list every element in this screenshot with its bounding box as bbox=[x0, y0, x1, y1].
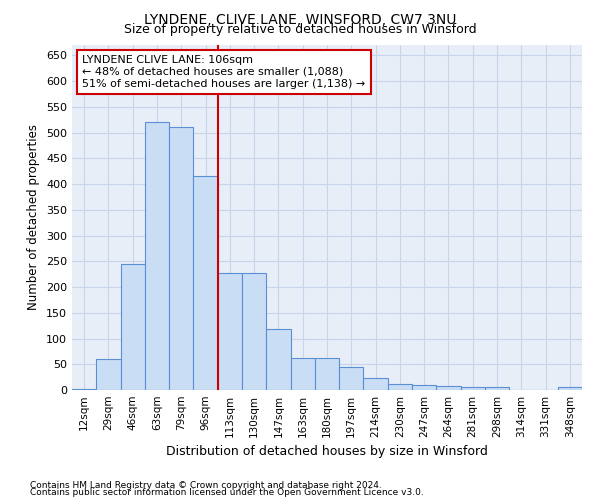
Bar bbox=[412, 385, 436, 390]
Y-axis label: Number of detached properties: Number of detached properties bbox=[28, 124, 40, 310]
Bar bbox=[290, 358, 315, 390]
Bar bbox=[96, 359, 121, 390]
Bar bbox=[364, 378, 388, 390]
Bar bbox=[461, 388, 485, 390]
Text: Size of property relative to detached houses in Winsford: Size of property relative to detached ho… bbox=[124, 22, 476, 36]
Text: Contains public sector information licensed under the Open Government Licence v3: Contains public sector information licen… bbox=[30, 488, 424, 497]
Bar bbox=[266, 329, 290, 390]
Bar bbox=[339, 367, 364, 390]
Bar bbox=[169, 128, 193, 390]
Bar bbox=[485, 388, 509, 390]
Text: LYNDENE, CLIVE LANE, WINSFORD, CW7 3NU: LYNDENE, CLIVE LANE, WINSFORD, CW7 3NU bbox=[144, 12, 456, 26]
Bar bbox=[558, 388, 582, 390]
Text: LYNDENE CLIVE LANE: 106sqm
← 48% of detached houses are smaller (1,088)
51% of s: LYNDENE CLIVE LANE: 106sqm ← 48% of deta… bbox=[82, 56, 365, 88]
Bar bbox=[315, 358, 339, 390]
Bar bbox=[388, 384, 412, 390]
Bar bbox=[121, 264, 145, 390]
Bar bbox=[218, 272, 242, 390]
X-axis label: Distribution of detached houses by size in Winsford: Distribution of detached houses by size … bbox=[166, 446, 488, 458]
Bar bbox=[242, 272, 266, 390]
Bar bbox=[72, 389, 96, 390]
Bar bbox=[436, 386, 461, 390]
Text: Contains HM Land Registry data © Crown copyright and database right 2024.: Contains HM Land Registry data © Crown c… bbox=[30, 480, 382, 490]
Bar bbox=[145, 122, 169, 390]
Bar bbox=[193, 176, 218, 390]
